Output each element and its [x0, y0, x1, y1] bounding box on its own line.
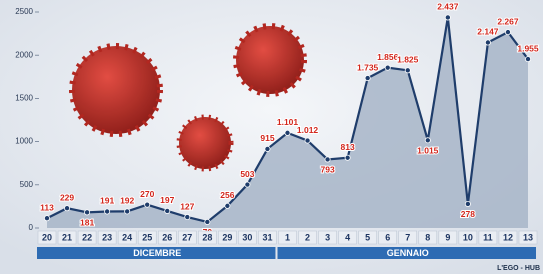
x-tick-label: 31 [262, 232, 272, 242]
x-tick-label: 12 [503, 232, 513, 242]
data-label: 278 [461, 209, 475, 219]
point [125, 209, 130, 214]
x-tick-label: 21 [62, 232, 72, 242]
point [445, 15, 450, 20]
point [185, 214, 190, 219]
point [385, 65, 390, 70]
point [245, 182, 250, 187]
data-label: 270 [140, 189, 154, 199]
x-tick-label: 23 [102, 232, 112, 242]
x-tick-label: 29 [222, 232, 232, 242]
x-tick-label: 13 [523, 232, 533, 242]
point [165, 208, 170, 213]
data-label: 1.015 [417, 146, 439, 156]
data-label: 2.267 [497, 16, 519, 26]
x-tick-label: 10 [463, 232, 473, 242]
x-tick-label: 2 [305, 232, 310, 242]
data-label: 113 [40, 202, 54, 212]
x-tick-label: 27 [182, 232, 192, 242]
data-label: 793 [320, 165, 334, 175]
point [425, 138, 430, 143]
data-label: 1.955 [517, 43, 539, 53]
point [44, 216, 49, 221]
x-tick-label: 11 [483, 232, 493, 242]
data-label: 1.856 [377, 52, 399, 62]
data-label: 2.437 [437, 2, 459, 12]
data-label: 503 [240, 169, 254, 179]
x-tick-label: 26 [162, 232, 172, 242]
x-tick-label: 30 [242, 232, 252, 242]
point [505, 30, 510, 35]
point [265, 146, 270, 151]
point [64, 206, 69, 211]
point [485, 40, 490, 45]
data-label: 256 [220, 190, 234, 200]
x-tick-label: 3 [325, 232, 330, 242]
point [465, 201, 470, 206]
point [285, 130, 290, 135]
y-tick-label: 1000 [15, 137, 33, 146]
point [105, 209, 110, 214]
x-tick-label: 1 [285, 232, 290, 242]
x-tick-label: 24 [122, 232, 132, 242]
y-tick-label: 0 [29, 223, 34, 232]
x-tick-label: 4 [345, 232, 350, 242]
point [225, 203, 230, 208]
data-label: 191 [100, 196, 114, 206]
point [145, 202, 150, 207]
point [365, 75, 370, 80]
y-tick-label: 2500 [15, 7, 33, 16]
x-tick-label: 8 [425, 232, 430, 242]
point [305, 138, 310, 143]
chart: 0500100015002000250011322918119119227019… [0, 0, 543, 274]
data-label: 192 [120, 196, 134, 206]
point [325, 157, 330, 162]
month-label: GENNAIO [387, 248, 429, 258]
point [205, 219, 210, 224]
month-label: DICEMBRE [133, 248, 181, 258]
data-label: 813 [341, 142, 355, 152]
data-label: 181 [80, 218, 94, 228]
x-tick-label: 22 [82, 232, 92, 242]
data-label: 1.735 [357, 62, 379, 72]
x-tick-label: 25 [142, 232, 152, 242]
data-label: 127 [180, 201, 194, 211]
x-tick-label: 9 [445, 232, 450, 242]
point [84, 210, 89, 215]
data-label: 1.101 [277, 117, 299, 127]
data-label: 2.147 [477, 27, 499, 37]
point [525, 56, 530, 61]
y-tick-label: 500 [20, 180, 34, 189]
data-label: 915 [260, 133, 274, 143]
x-tick-label: 5 [365, 232, 370, 242]
x-tick-label: 20 [42, 232, 52, 242]
y-tick-label: 2000 [15, 50, 33, 59]
data-label: 229 [60, 192, 74, 202]
data-label: 1.012 [297, 125, 319, 135]
data-label: 197 [160, 195, 174, 205]
x-tick-label: 6 [385, 232, 390, 242]
point [405, 68, 410, 73]
x-tick-label: 7 [405, 232, 410, 242]
y-tick-label: 1500 [15, 94, 33, 103]
point [345, 155, 350, 160]
data-label: 1.825 [397, 55, 419, 65]
x-tick-label: 28 [202, 232, 212, 242]
credit: L'EGO - HUB [497, 265, 540, 272]
